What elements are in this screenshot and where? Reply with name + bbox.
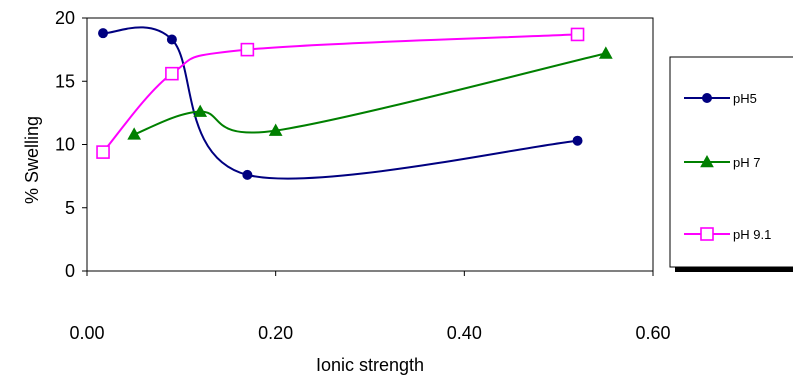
data-point-2 (570, 27, 585, 42)
legend: pH5 pH 7 pH 9.1 (669, 56, 793, 272)
series-markers (96, 27, 613, 180)
legend-marker (700, 227, 714, 241)
data-point-0 (98, 28, 109, 39)
series-line-2 (102, 33, 578, 153)
legend-box (669, 56, 793, 268)
plot-area-border (86, 17, 654, 272)
y-tick-label: 10 (55, 135, 75, 155)
x-axis-label: Ionic strength (316, 355, 424, 375)
x-tick-label: 0.40 (447, 323, 482, 343)
y-axis-ticks: 0 5 10 15 20 (55, 8, 87, 281)
x-axis-ticks: 0.00 0.20 0.40 0.60 (69, 271, 671, 343)
data-point-0 (166, 34, 177, 45)
y-tick-label: 20 (55, 8, 75, 28)
series-line-1 (133, 52, 607, 136)
legend-label: pH5 (733, 91, 757, 106)
legend-marker (700, 154, 714, 168)
series-lines (102, 26, 607, 180)
y-tick-label: 15 (55, 71, 75, 91)
x-tick-label: 0.60 (635, 323, 670, 343)
series-line-0 (102, 26, 578, 180)
x-tick-label: 0.00 (69, 323, 104, 343)
data-point-1 (598, 46, 613, 59)
y-axis-label: % Swelling (22, 116, 42, 204)
data-point-2 (96, 145, 110, 159)
data-point-1 (127, 127, 142, 140)
legend-marker (702, 93, 712, 103)
data-point-2 (165, 66, 179, 81)
legend-label: pH 9.1 (733, 227, 771, 242)
y-tick-label: 5 (65, 198, 75, 218)
y-tick-label: 0 (65, 261, 75, 281)
x-tick-label: 0.20 (258, 323, 293, 343)
legend-label: pH 7 (733, 155, 760, 170)
plot-frame (86, 17, 654, 272)
data-point-2 (240, 42, 255, 57)
data-point-1 (193, 104, 208, 117)
data-point-1 (268, 123, 283, 136)
data-point-0 (242, 169, 253, 180)
data-point-0 (572, 135, 583, 146)
